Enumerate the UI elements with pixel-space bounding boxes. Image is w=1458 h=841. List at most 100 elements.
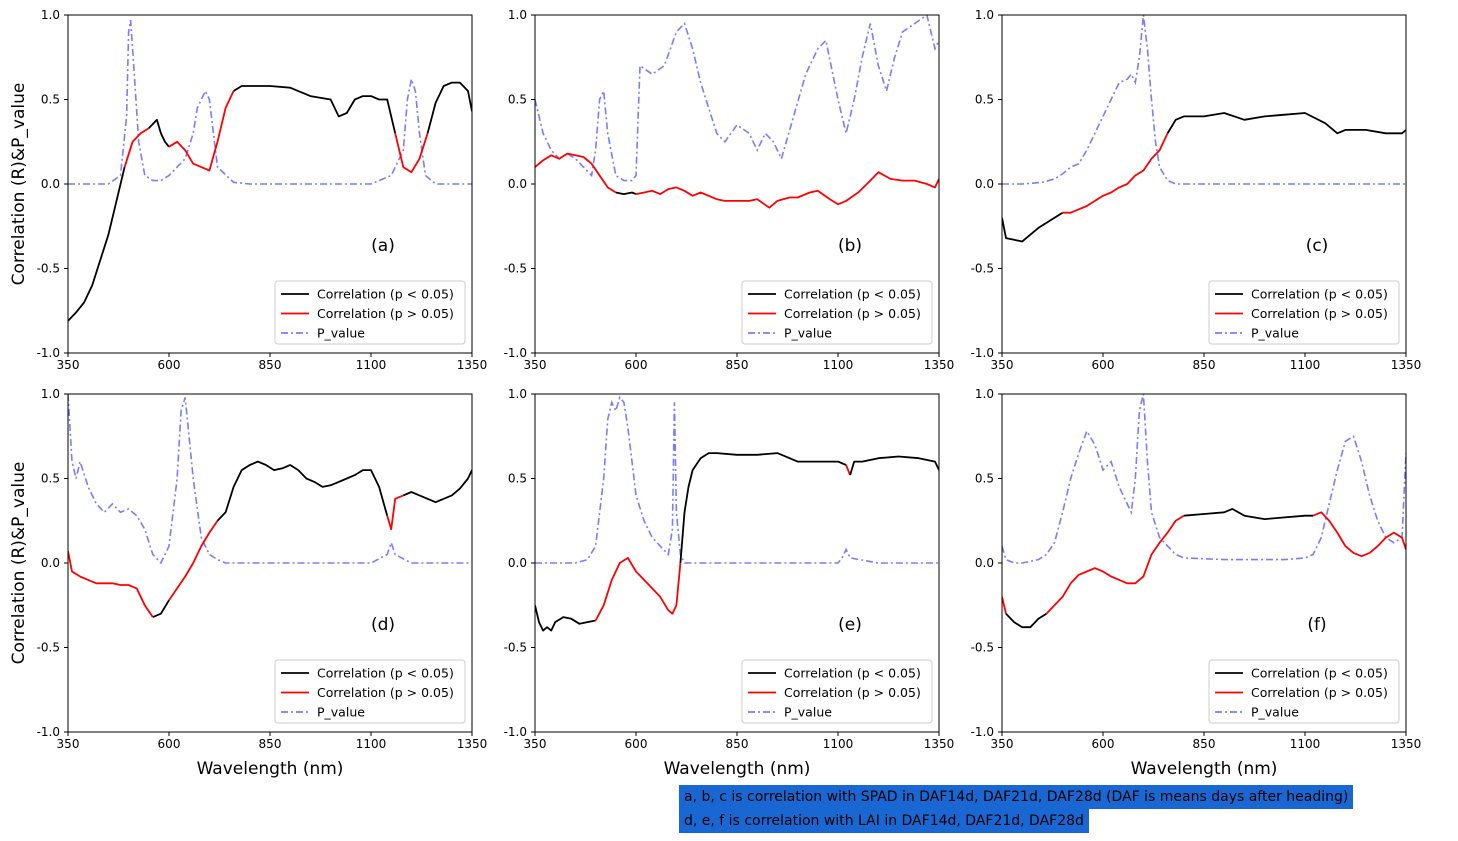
x-tick-label: 600	[625, 358, 648, 372]
x-axis-title-e: Wavelength (nm)	[664, 759, 811, 779]
x-tick-label: 350	[524, 358, 547, 372]
x-tick-label: 850	[726, 358, 749, 372]
note-line-1: a, b, c is correlation with SPAD in DAF1…	[679, 785, 1354, 809]
x-axis-title-d: Wavelength (nm)	[197, 759, 344, 779]
note-line-2: d, e, f is correlation with LAI in DAF14…	[679, 809, 1089, 833]
note-box: a, b, c is correlation with SPAD in DAF1…	[679, 785, 1354, 833]
p-value-line	[1002, 394, 1406, 564]
y-tick-label: 1.0	[975, 387, 994, 401]
legend-box	[274, 659, 466, 724]
y-tick-label: 1.0	[41, 387, 60, 401]
y-tick-label: -1.0	[37, 725, 60, 739]
correlation-line-significant	[849, 455, 939, 476]
y-tick-label: 1.0	[508, 8, 527, 22]
correlation-line-significant	[1005, 612, 1047, 629]
legend: Correlation (p < 0.05) Correlation (p > 0…	[274, 280, 466, 345]
legend-significant-label: Correlation (p < 0.05)	[317, 666, 454, 681]
y-tick-label: -1.0	[504, 346, 527, 360]
x-tick-label: 1100	[1290, 358, 1321, 372]
x-tick-label: 600	[625, 737, 648, 751]
y-tick-label: 0.5	[41, 93, 60, 107]
correlation-line-nonsignificant	[1002, 596, 1007, 614]
y-tick-label: 0.5	[508, 93, 527, 107]
correlation-line-nonsignificant	[168, 520, 219, 601]
y-tick-label: 0.5	[41, 472, 60, 486]
y-tick-label: 1.0	[975, 8, 994, 22]
x-tick-label: 600	[1092, 358, 1115, 372]
legend-box	[1208, 659, 1400, 724]
legend-box	[741, 280, 933, 345]
legend: Correlation (p < 0.05) Correlation (p > 0…	[1208, 659, 1400, 724]
x-tick-label: 850	[1193, 737, 1216, 751]
x-tick-label: 350	[524, 737, 547, 751]
y-tick-label: -0.5	[971, 641, 994, 655]
x-tick-label: 1100	[1290, 737, 1321, 751]
correlation-line-significant	[216, 460, 389, 522]
correlation-line-significant	[402, 469, 472, 504]
legend-nonsignificant-label: Correlation (p > 0.05)	[317, 685, 454, 700]
p-value-line	[68, 394, 472, 565]
x-tick-label: 600	[1092, 737, 1115, 751]
legend-significant-label: Correlation (p < 0.05)	[784, 666, 921, 681]
x-tick-label: 850	[259, 737, 282, 751]
x-axis-title-f: Wavelength (nm)	[1131, 759, 1278, 779]
legend-p-value-label: P_value	[317, 705, 365, 720]
y-axis-title-top: Correlation (R)&P_value	[9, 83, 29, 286]
panel-d: 350 600 850 1100 1350 1.0 0.5 0.0 -0.5 -1.0 (d) Cor…	[37, 387, 488, 751]
y-tick-label: -1.0	[504, 725, 527, 739]
legend: Correlation (p < 0.05) Correlation (p > 0…	[274, 659, 466, 724]
panel-f: 350 600 850 1100 1350 1.0 0.5 0.0 -0.5 -1.0 (f) Cor…	[971, 387, 1422, 751]
legend-nonsignificant-label: Correlation (p > 0.05)	[1251, 306, 1388, 321]
x-tick-label: 350	[991, 358, 1014, 372]
legend-p-value-label: P_value	[1251, 326, 1299, 341]
y-tick-label: 0.0	[508, 177, 527, 191]
y-axis-title-bottom: Correlation (R)&P_value	[9, 462, 29, 665]
legend-significant-label: Correlation (p < 0.05)	[1251, 287, 1388, 302]
legend-significant-label: Correlation (p < 0.05)	[784, 287, 921, 302]
y-tick-label: 0.5	[508, 472, 527, 486]
legend-box	[274, 280, 466, 345]
correlation-line-significant	[68, 166, 126, 322]
correlation-line-significant	[679, 452, 847, 564]
x-tick-label: 600	[158, 358, 181, 372]
y-tick-label: -0.5	[504, 641, 527, 655]
x-tick-label: 1350	[457, 358, 488, 372]
correlation-line-nonsignificant	[635, 171, 939, 209]
legend-significant-label: Correlation (p < 0.05)	[317, 287, 454, 302]
correlation-line-nonsignificant	[386, 494, 404, 531]
panel-label: (e)	[838, 615, 862, 635]
x-tick-label: 850	[726, 737, 749, 751]
x-tick-label: 350	[57, 358, 80, 372]
legend-nonsignificant-label: Correlation (p > 0.05)	[1251, 685, 1388, 700]
x-tick-label: 1100	[823, 358, 854, 372]
correlation-line-nonsignificant	[1062, 132, 1169, 214]
correlation-line-significant	[1166, 112, 1406, 135]
correlation-line-nonsignificant	[394, 133, 429, 174]
panel-label: (f)	[1307, 615, 1326, 635]
correlation-line-significant	[1183, 507, 1314, 520]
correlation-line-significant	[148, 118, 170, 148]
legend: Correlation (p < 0.05) Correlation (p > 0…	[741, 280, 933, 345]
legend-nonsignificant-label: Correlation (p > 0.05)	[784, 306, 921, 321]
correlation-line-nonsignificant	[535, 152, 617, 194]
legend-p-value-label: P_value	[1251, 705, 1299, 720]
y-tick-label: 0.5	[975, 93, 994, 107]
legend: Correlation (p < 0.05) Correlation (p > 0…	[1208, 280, 1400, 345]
panel-a: 350 600 850 1100 1350 1.0 0.5 0.0 -0.5 -1.0 (a) Cor…	[37, 8, 488, 372]
correlation-line-nonsignificant	[168, 90, 235, 172]
p-value-line	[1002, 15, 1406, 185]
x-tick-label: 1100	[356, 737, 387, 751]
y-tick-label: -1.0	[37, 346, 60, 360]
legend-p-value-label: P_value	[317, 326, 365, 341]
legend-nonsignificant-label: Correlation (p > 0.05)	[784, 685, 921, 700]
panel-label: (a)	[371, 236, 395, 256]
y-tick-label: -0.5	[971, 262, 994, 276]
x-tick-label: 1100	[823, 737, 854, 751]
panel-label: (b)	[838, 236, 862, 256]
y-tick-label: -0.5	[504, 262, 527, 276]
legend: Correlation (p < 0.05) Correlation (p > 0…	[741, 659, 933, 724]
y-tick-label: -0.5	[37, 641, 60, 655]
x-tick-label: 1350	[924, 358, 955, 372]
p-value-line	[535, 15, 939, 182]
